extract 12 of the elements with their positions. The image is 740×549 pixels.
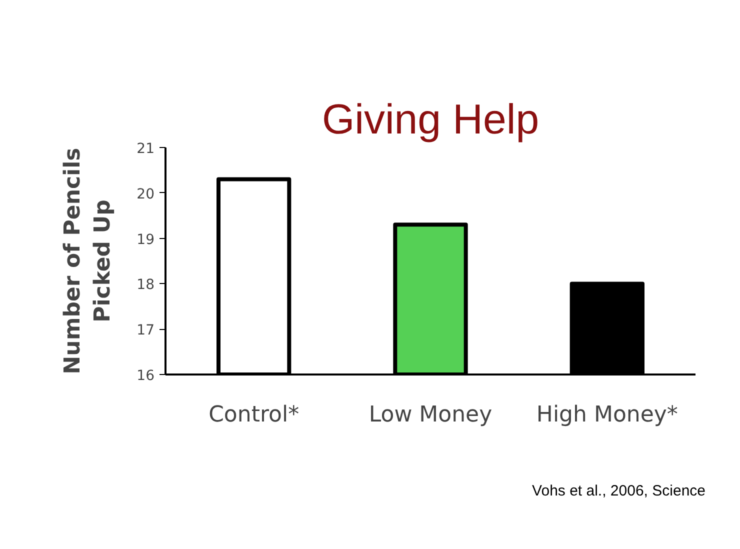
chart-title: Giving Help <box>322 96 540 142</box>
y-tick-label: 21 <box>136 141 155 157</box>
x-tick-label: High Money* <box>536 402 678 428</box>
y-tick-label: 17 <box>136 322 155 339</box>
x-tick-label: Control* <box>208 402 300 428</box>
x-tick-label: Low Money <box>368 402 492 428</box>
y-tick-label: 20 <box>136 186 155 202</box>
y-tick-label: 19 <box>136 232 155 248</box>
y-tick-label: 18 <box>136 277 155 294</box>
y-axis-title: Number of Pencils Picked Up <box>60 148 116 374</box>
text: Vohs et al., 2006, Science <box>532 482 706 500</box>
y-tick-label: 16 <box>136 368 155 384</box>
